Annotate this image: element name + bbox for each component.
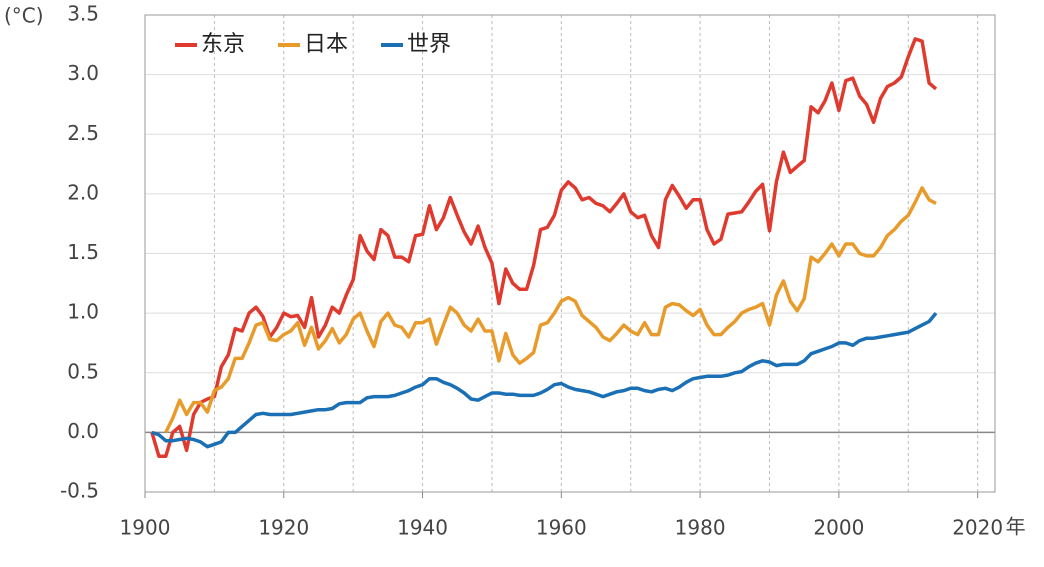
y-tick-label: 2.5 xyxy=(67,121,99,145)
y-tick-label: 1.5 xyxy=(67,240,99,264)
y-tick-label: 3.5 xyxy=(67,2,99,26)
x-tick-label: 1940 xyxy=(397,516,448,540)
x-tick-label: 1920 xyxy=(258,516,309,540)
series-line xyxy=(164,186,937,434)
y-tick-label: 0.5 xyxy=(67,359,99,383)
y-tick-label: 0.0 xyxy=(67,419,99,443)
x-tick-label: 2000 xyxy=(813,516,864,540)
x-unit: 年 xyxy=(1006,515,1026,539)
x-tick-label: 1960 xyxy=(536,516,587,540)
legend-label: 世界 xyxy=(407,32,451,57)
plot-frame xyxy=(144,14,996,493)
legend-label: 东京 xyxy=(201,32,245,57)
y-tick-label: -0.5 xyxy=(60,479,99,503)
y-unit: (°C) xyxy=(4,4,44,28)
y-tick-label: 3.0 xyxy=(67,61,99,85)
y-tick-label: 2.0 xyxy=(67,180,99,204)
x-tick-label: 1900 xyxy=(120,516,171,540)
legend-label: 日本 xyxy=(304,32,348,57)
series-line xyxy=(151,311,938,449)
x-tick-label: 1980 xyxy=(675,516,726,540)
series-line xyxy=(150,37,938,458)
x-tick-label: 2020 xyxy=(952,516,1003,540)
y-tick-label: 1.0 xyxy=(67,300,99,324)
